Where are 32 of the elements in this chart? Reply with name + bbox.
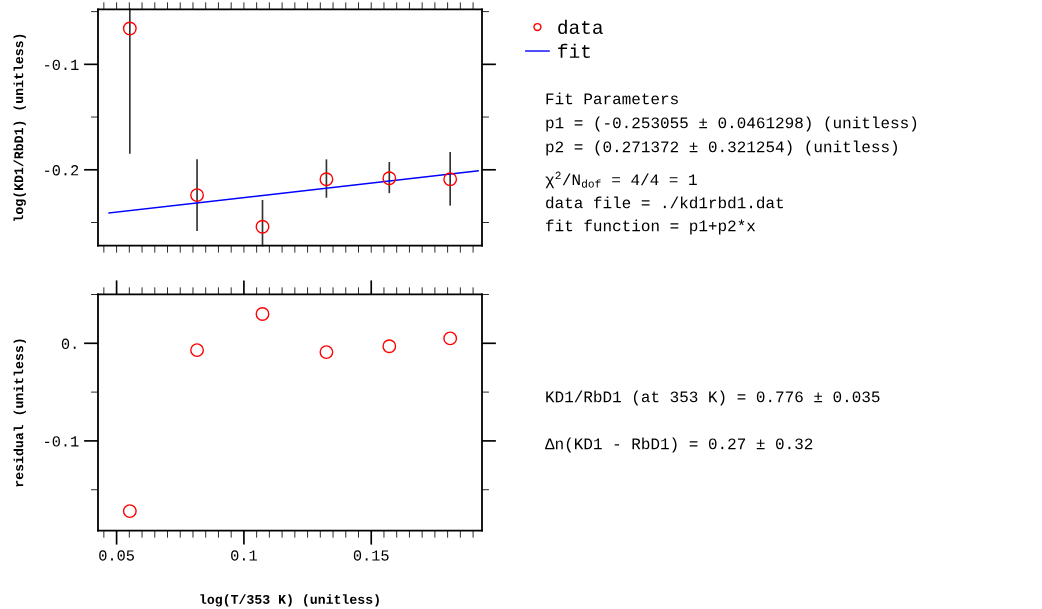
point (382, 171, 397, 186)
point (443, 331, 458, 346)
point (319, 345, 334, 360)
x-axis-title: log(T/353 K) (unitless) (200, 594, 379, 607)
text: fit function = p1+p2*x (546, 219, 756, 235)
point (255, 307, 270, 321)
point (255, 219, 270, 234)
x-tick-label: 0.1 (231, 550, 257, 561)
text: p2 = (0.271372 ± 0.321254) (unitless) (546, 140, 897, 156)
text: Fit Parameters (546, 92, 678, 105)
text: p1 = (-0.253055 ± 0.0461298) (unitless) (546, 116, 917, 132)
point (443, 172, 458, 187)
legend-label: data (558, 19, 603, 35)
y-axis-title: log(KD1/RbD1) (unitless) (13, 34, 26, 222)
x-tick-label: 0.15 (353, 550, 389, 561)
x-tick-label: 0.05 (99, 550, 134, 561)
text: data file = ./kd1rbd1.dat (546, 196, 783, 209)
point (122, 21, 137, 36)
point (122, 504, 137, 519)
point (190, 188, 205, 203)
y-axis-title: residual (unitless) (13, 339, 26, 487)
point (319, 172, 334, 187)
y-tick-label: -0.2 (45, 165, 79, 176)
text: χ$^{2}$/N$_{dof}$ = 4/4 = 1 (545, 171, 697, 189)
text: Δn(KD1 - RbD1) = 0.27 ± 0.32 (545, 437, 813, 453)
y-tick-label: -0.1 (45, 436, 79, 447)
point (190, 343, 205, 358)
y-tick-label: 0. (61, 338, 76, 349)
y-tick-label: -0.1 (45, 59, 79, 71)
legend-label: fit (558, 43, 590, 58)
text: KD1/RbD1 (at 353 K) = 0.776 ± 0.035 (546, 390, 880, 406)
point (382, 339, 397, 354)
